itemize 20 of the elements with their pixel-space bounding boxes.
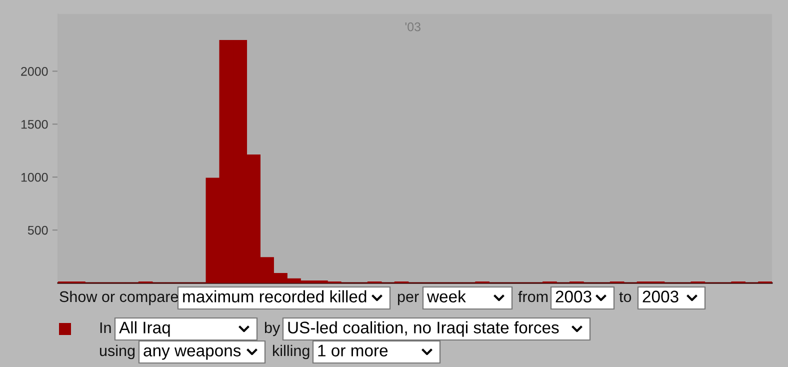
text: per bbox=[398, 294, 419, 306]
y-tick-label: 2000 bbox=[21, 66, 48, 76]
text: 1 or more bbox=[318, 344, 388, 356]
text: using bbox=[100, 344, 135, 360]
text: Show or compare bbox=[60, 290, 178, 306]
text: from bbox=[518, 290, 548, 302]
text: US-led coalition, no Iraqi state forces bbox=[288, 321, 559, 337]
y-tick-label: 1000 bbox=[21, 172, 48, 182]
y-tick-label: 500 bbox=[28, 226, 48, 235]
text: to bbox=[619, 292, 632, 302]
text: by bbox=[264, 322, 280, 336]
text: killing bbox=[273, 344, 310, 360]
text: any weapons bbox=[144, 347, 241, 360]
text: 2003 bbox=[642, 290, 678, 302]
text: 2003 bbox=[556, 290, 592, 302]
text: week bbox=[426, 290, 466, 302]
y-tick-label: 1500 bbox=[21, 120, 48, 129]
text: All Iraq bbox=[119, 321, 170, 337]
text: maximum recorded killed bbox=[183, 290, 366, 302]
text: In bbox=[100, 322, 111, 333]
